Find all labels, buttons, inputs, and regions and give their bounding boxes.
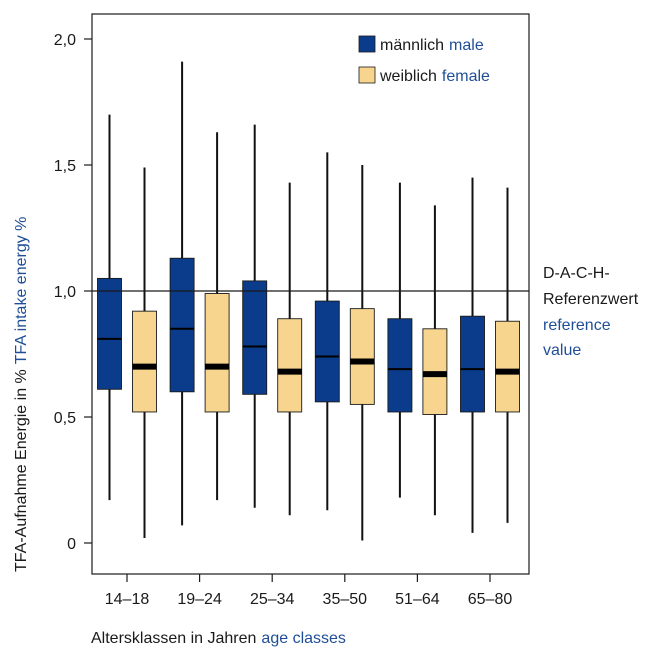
legend-label-male: männlich male xyxy=(380,37,484,54)
x-tick-label: 65–80 xyxy=(468,591,513,608)
box-male xyxy=(387,182,413,498)
box-male xyxy=(97,114,122,501)
box-iqr xyxy=(495,320,520,413)
y-tick-label: 1,5 xyxy=(54,158,76,175)
box-iqr xyxy=(277,318,303,413)
box-iqr xyxy=(349,308,375,405)
y-axis: 0 0,5 1,0 1,5 2,0 xyxy=(54,32,92,553)
box-female xyxy=(495,187,520,523)
y-tick-label: 2,0 xyxy=(54,32,76,49)
x-tick-label: 25–34 xyxy=(250,591,295,608)
y-tick-label: 0 xyxy=(67,536,76,553)
plot-frame xyxy=(91,13,530,575)
box-male xyxy=(242,124,268,508)
x-tick-label: 35–50 xyxy=(323,591,368,608)
boxes xyxy=(97,61,520,541)
legend-label-female: weiblich female xyxy=(379,68,490,85)
x-axis: 14–18 19–24 25–34 35–50 51–64 65–80 xyxy=(105,574,513,608)
y-axis-title: TFA-Aufnahme Energie in %TFA intake ener… xyxy=(13,217,30,572)
x-axis-title: Altersklassen in Jahren age classes xyxy=(91,630,346,647)
box-female xyxy=(132,167,157,538)
box-male xyxy=(169,61,195,526)
box-male xyxy=(460,177,485,533)
box-iqr xyxy=(132,310,157,413)
box-iqr xyxy=(387,318,413,413)
box-female xyxy=(277,182,303,516)
box-male xyxy=(314,152,340,511)
legend: männlich male weiblich female xyxy=(358,35,490,85)
y-tick-label: 1,0 xyxy=(54,284,76,301)
x-tick-label: 19–24 xyxy=(177,591,222,608)
box-iqr xyxy=(204,293,230,413)
box-iqr xyxy=(169,257,195,393)
box-iqr xyxy=(460,315,485,413)
y-tick-label: 0,5 xyxy=(54,410,76,427)
box-female xyxy=(204,132,230,501)
box-iqr xyxy=(97,277,122,390)
x-tick-label: 14–18 xyxy=(105,591,150,608)
legend-swatch-female xyxy=(358,66,376,84)
box-female xyxy=(422,205,448,516)
reference-label-line1: D-A-C-H- xyxy=(543,265,610,282)
legend-swatch-male xyxy=(358,35,376,53)
reference-label-line2: Referenzwert xyxy=(543,291,639,308)
box-female xyxy=(349,165,375,541)
reference-label-en-line2: value xyxy=(543,342,581,359)
reference-label-en-line1: reference xyxy=(543,317,611,334)
box-iqr xyxy=(242,280,268,395)
x-tick-label: 51–64 xyxy=(395,591,440,608)
box-iqr xyxy=(314,300,340,403)
